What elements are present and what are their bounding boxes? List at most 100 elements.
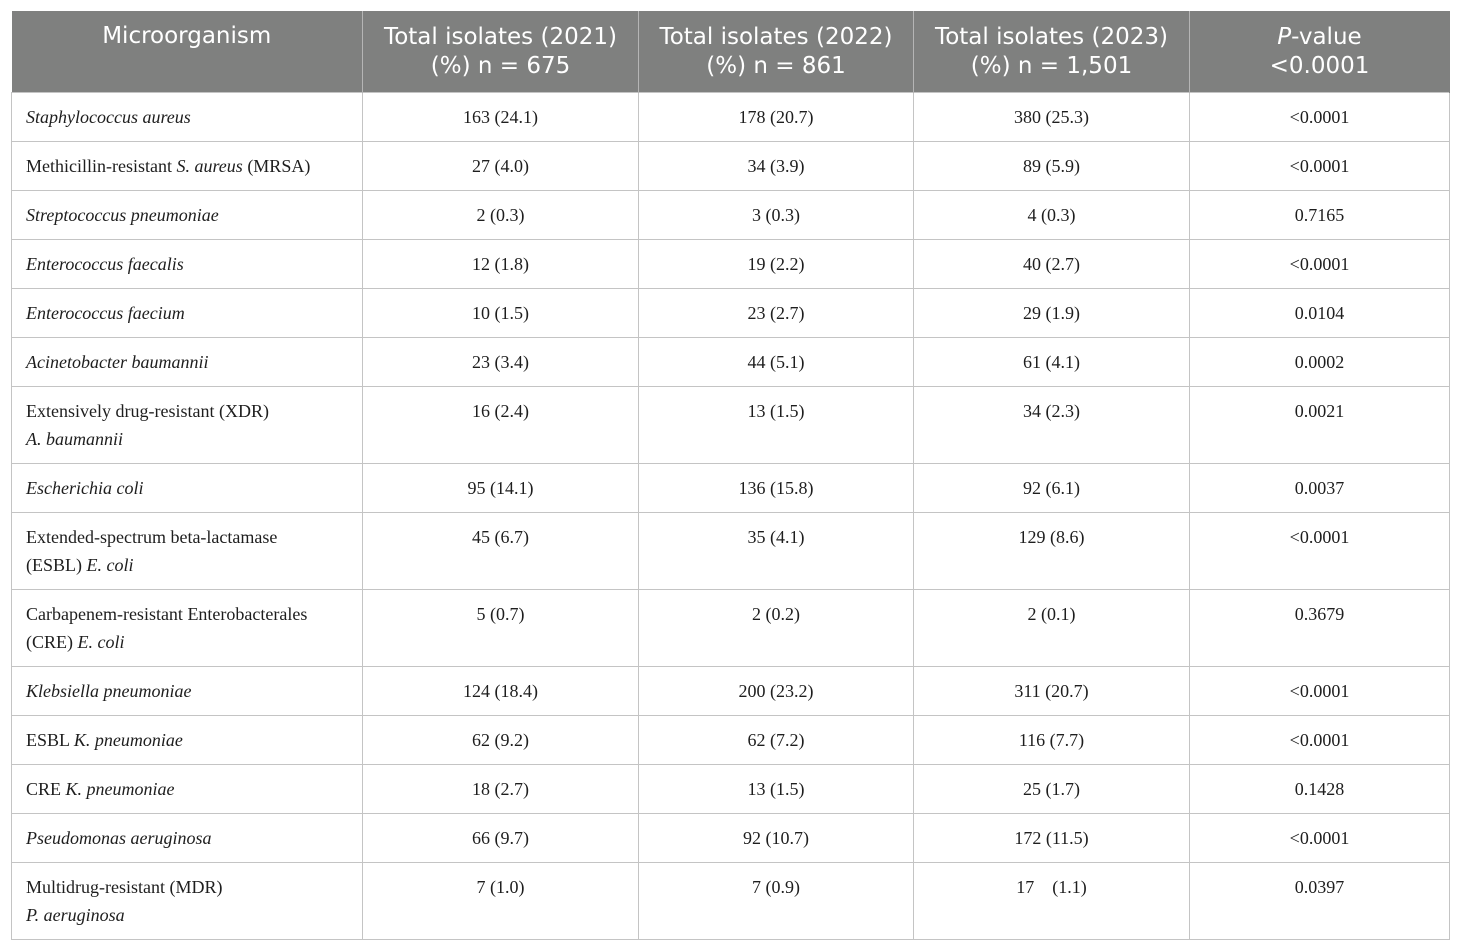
microorganism-cell: Enterococcus faecalis — [11, 239, 363, 289]
isolates-2023-cell: 116 (7.7) — [913, 715, 1190, 765]
isolates-table-container: Microorganism Total isolates (2021) (%) … — [11, 11, 1450, 940]
isolates-2021-cell: 10 (1.5) — [362, 288, 639, 338]
microorganism-cell: Staphylococcus aureus — [11, 92, 363, 142]
microorganism-cell: Acinetobacter baumannii — [11, 337, 363, 387]
isolates-2022-cell: 19 (2.2) — [638, 239, 914, 289]
isolates-2021-cell: 2 (0.3) — [362, 190, 639, 240]
isolates-2023-cell: 29 (1.9) — [913, 288, 1190, 338]
table-body: Staphylococcus aureus 163 (24.1) 178 (20.7… — [11, 92, 1450, 940]
table-row: Staphylococcus aureus 163 (24.1) 178 (20.7… — [11, 92, 1450, 142]
isolates-2021-cell: 27 (4.0) — [362, 141, 639, 191]
isolates-2023-cell: 92 (6.1) — [913, 463, 1190, 513]
microorganism-cell: ESBL K. pneumoniae — [11, 715, 363, 765]
table-row: Enterococcus faecium 10 (1.5) 23 (2.7) 29 (… — [11, 288, 1450, 338]
table-row: Pseudomonas aeruginosa 66 (9.7) 92 (10.7) 1… — [11, 813, 1450, 863]
isolates-2023-cell: 4 (0.3) — [913, 190, 1190, 240]
table-row: Carbapenem-resistant Enterobacterales (CR… — [11, 589, 1450, 667]
isolates-2023-cell: 129 (8.6) — [913, 512, 1190, 590]
microorganism-cell: Enterococcus faecium — [11, 288, 363, 338]
microorganism-cell: CRE K. pneumoniae — [11, 764, 363, 814]
isolates-2023-cell: 172 (11.5) — [913, 813, 1190, 863]
header-2022: Total isolates (2022) (%) n = 861 — [638, 11, 914, 93]
isolates-2021-cell: 23 (3.4) — [362, 337, 639, 387]
isolates-2021-cell: 62 (9.2) — [362, 715, 639, 765]
isolates-2021-cell: 16 (2.4) — [362, 386, 639, 464]
p-value-cell: <0.0001 — [1189, 92, 1450, 142]
isolates-2022-cell: 2 (0.2) — [638, 589, 914, 667]
table-row: Enterococcus faecalis 12 (1.8) 19 (2.2) 40 … — [11, 239, 1450, 289]
microorganism-cell: Streptococcus pneumoniae — [11, 190, 363, 240]
isolates-2021-cell: 5 (0.7) — [362, 589, 639, 667]
isolates-2022-cell: 13 (1.5) — [638, 386, 914, 464]
p-value-cell: <0.0001 — [1189, 813, 1450, 863]
p-value-cell: <0.0001 — [1189, 512, 1450, 590]
p-value-cell: 0.7165 — [1189, 190, 1450, 240]
p-value-cell: 0.0002 — [1189, 337, 1450, 387]
isolates-2021-cell: 18 (2.7) — [362, 764, 639, 814]
isolates-2021-cell: 7 (1.0) — [362, 862, 639, 940]
microorganism-cell: Multidrug-resistant (MDR) P. aeruginosa — [11, 862, 363, 940]
header-2023: Total isolates (2023) (%) n = 1,501 — [913, 11, 1190, 93]
microorganism-cell: Carbapenem-resistant Enterobacterales (CR… — [11, 589, 363, 667]
microorganism-cell: Escherichia coli — [11, 463, 363, 513]
table-row: Extended-spectrum beta-lactamase (ESBL) E… — [11, 512, 1450, 590]
isolates-2022-cell: 34 (3.9) — [638, 141, 914, 191]
table-row: Streptococcus pneumoniae 2 (0.3) 3 (0.3) 4 … — [11, 190, 1450, 240]
p-value-cell: 0.0037 — [1189, 463, 1450, 513]
p-value-cell: 0.0104 — [1189, 288, 1450, 338]
isolates-2022-cell: 7 (0.9) — [638, 862, 914, 940]
table-row: Escherichia coli 95 (14.1) 136 (15.8) 92 (6… — [11, 463, 1450, 513]
isolates-2021-cell: 12 (1.8) — [362, 239, 639, 289]
header-row: Microorganism Total isolates (2021) (%) … — [11, 11, 1450, 93]
isolates-2021-cell: 163 (24.1) — [362, 92, 639, 142]
isolates-2023-cell: 40 (2.7) — [913, 239, 1190, 289]
isolates-2023-cell: 25 (1.7) — [913, 764, 1190, 814]
isolates-2022-cell: 35 (4.1) — [638, 512, 914, 590]
header-p-value: P-value <0.0001 — [1189, 11, 1450, 93]
p-value-cell: <0.0001 — [1189, 141, 1450, 191]
isolates-table: Microorganism Total isolates (2021) (%) … — [11, 11, 1450, 940]
isolates-2021-cell: 45 (6.7) — [362, 512, 639, 590]
isolates-2021-cell: 95 (14.1) — [362, 463, 639, 513]
table-row: Methicillin-resistant S. aureus (MRSA) 27… — [11, 141, 1450, 191]
isolates-2021-cell: 124 (18.4) — [362, 666, 639, 716]
p-value-cell: <0.0001 — [1189, 666, 1450, 716]
table-row: Klebsiella pneumoniae 124 (18.4) 200 (23.2… — [11, 666, 1450, 716]
isolates-2023-cell: 89 (5.9) — [913, 141, 1190, 191]
isolates-2022-cell: 44 (5.1) — [638, 337, 914, 387]
p-value-cell: <0.0001 — [1189, 239, 1450, 289]
table-row: Multidrug-resistant (MDR) P. aeruginosa 7 … — [11, 862, 1450, 940]
isolates-2023-cell: 380 (25.3) — [913, 92, 1190, 142]
table-row: CRE K. pneumoniae 18 (2.7) 13 (1.5) 25 (1.7… — [11, 764, 1450, 814]
isolates-2023-cell: 34 (2.3) — [913, 386, 1190, 464]
p-value-cell: 0.1428 — [1189, 764, 1450, 814]
header-2021: Total isolates (2021) (%) n = 675 — [362, 11, 639, 93]
isolates-2022-cell: 92 (10.7) — [638, 813, 914, 863]
microorganism-cell: Pseudomonas aeruginosa — [11, 813, 363, 863]
header-microorganism: Microorganism — [11, 11, 363, 93]
isolates-2022-cell: 62 (7.2) — [638, 715, 914, 765]
isolates-2022-cell: 13 (1.5) — [638, 764, 914, 814]
table-row: Acinetobacter baumannii 23 (3.4) 44 (5.1) 6… — [11, 337, 1450, 387]
isolates-2022-cell: 3 (0.3) — [638, 190, 914, 240]
isolates-2021-cell: 66 (9.7) — [362, 813, 639, 863]
table-header: Microorganism Total isolates (2021) (%) … — [11, 11, 1450, 93]
microorganism-cell: Methicillin-resistant S. aureus (MRSA) — [11, 141, 363, 191]
table-row: Extensively drug-resistant (XDR) A. bauma… — [11, 386, 1450, 464]
p-value-cell: 0.0397 — [1189, 862, 1450, 940]
isolates-2023-cell: 311 (20.7) — [913, 666, 1190, 716]
microorganism-cell: Klebsiella pneumoniae — [11, 666, 363, 716]
isolates-2023-cell: 2 (0.1) — [913, 589, 1190, 667]
isolates-2023-cell: 61 (4.1) — [913, 337, 1190, 387]
isolates-2023-cell: 17 (1.1) — [913, 862, 1190, 940]
p-value-cell: 0.3679 — [1189, 589, 1450, 667]
microorganism-cell: Extensively drug-resistant (XDR) A. bauma… — [11, 386, 363, 464]
isolates-2022-cell: 200 (23.2) — [638, 666, 914, 716]
microorganism-cell: Extended-spectrum beta-lactamase (ESBL) E… — [11, 512, 363, 590]
isolates-2022-cell: 23 (2.7) — [638, 288, 914, 338]
p-value-cell: 0.0021 — [1189, 386, 1450, 464]
isolates-2022-cell: 136 (15.8) — [638, 463, 914, 513]
isolates-2022-cell: 178 (20.7) — [638, 92, 914, 142]
table-row: ESBL K. pneumoniae 62 (9.2) 62 (7.2) 116 (7… — [11, 715, 1450, 765]
p-value-cell: <0.0001 — [1189, 715, 1450, 765]
